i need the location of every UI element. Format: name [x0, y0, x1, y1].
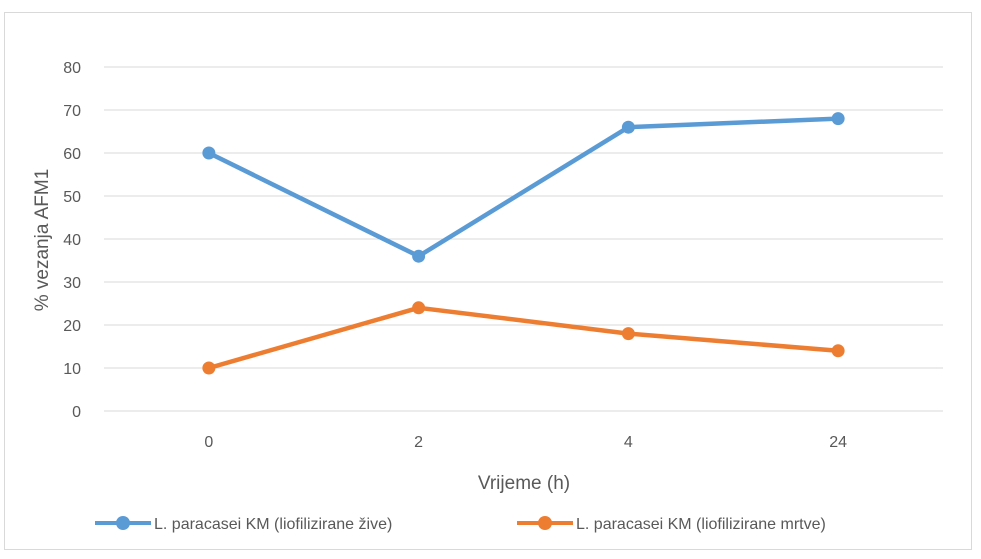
series-group [202, 112, 845, 375]
legend-item-0: L. paracasei KM (liofilizirane žive) [95, 516, 392, 533]
y-tick-label: 60 [63, 146, 81, 163]
legend-label-0: L. paracasei KM (liofilizirane žive) [154, 516, 392, 533]
y-tick-label: 0 [72, 404, 81, 421]
x-tick-labels: 0 2 4 24 [204, 434, 847, 451]
legend-marker-0 [116, 516, 130, 530]
series-line-1 [206, 305, 841, 371]
x-tick-label: 2 [414, 434, 423, 451]
data-point-0-0 [202, 146, 216, 160]
data-point-1-3 [831, 344, 845, 358]
y-axis-title: % vezanja AFM1 [32, 169, 53, 312]
x-tick-label: 24 [829, 434, 847, 451]
series-line-0 [206, 116, 841, 259]
legend-item-1: L. paracasei KM (liofilizirane mrtve) [517, 516, 826, 533]
data-point-1-0 [202, 361, 216, 375]
chart-area [4, 12, 972, 550]
y-tick-label: 20 [63, 318, 81, 335]
data-point-0-3 [831, 112, 845, 126]
legend-marker-1 [538, 516, 552, 530]
data-point-0-1 [412, 249, 426, 263]
y-tick-labels: 0 10 20 30 40 50 60 70 80 [63, 60, 81, 421]
x-tick-label: 0 [204, 434, 213, 451]
x-tick-label: 4 [624, 434, 633, 451]
y-tick-label: 10 [63, 361, 81, 378]
y-tick-label: 70 [63, 103, 81, 120]
data-point-1-1 [412, 301, 426, 315]
x-axis-title: Vrijeme (h) [478, 473, 570, 494]
legend-label-1: L. paracasei KM (liofilizirane mrtve) [576, 516, 826, 533]
data-point-1-2 [621, 327, 635, 341]
gridlines [104, 66, 943, 412]
data-point-0-2 [621, 120, 635, 134]
y-tick-label: 50 [63, 189, 81, 206]
y-tick-label: 40 [63, 232, 81, 249]
y-tick-label: 80 [63, 60, 81, 77]
y-tick-label: 30 [63, 275, 81, 292]
legend: L. paracasei KM (liofilizirane žive) L. … [95, 516, 826, 533]
